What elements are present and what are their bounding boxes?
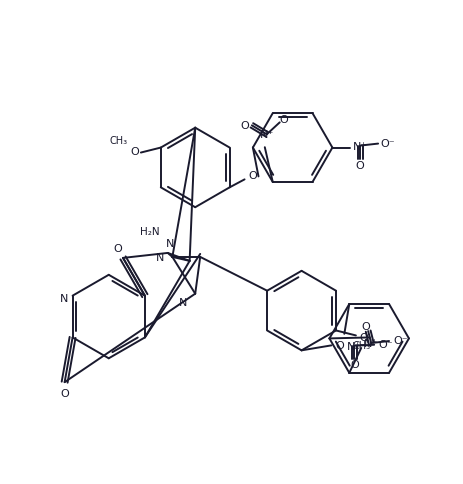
Text: O⁻: O⁻ [279,115,294,125]
Text: O: O [359,333,368,343]
Text: O: O [248,171,257,181]
Text: O⁻: O⁻ [380,138,394,148]
Text: O: O [60,388,69,398]
Text: O: O [240,121,249,131]
Text: O: O [130,146,139,156]
Text: O: O [355,161,364,171]
Text: N: N [165,239,174,248]
Text: N⁺: N⁺ [346,341,361,351]
Text: CH₃: CH₃ [351,341,369,350]
Text: O: O [113,243,122,254]
Text: O⁻: O⁻ [378,339,393,349]
Text: CH₃: CH₃ [110,136,128,145]
Text: H₂N: H₂N [140,227,159,237]
Text: O⁻: O⁻ [393,335,407,345]
Text: N⁺: N⁺ [363,338,377,348]
Text: O: O [349,359,358,369]
Text: O: O [361,321,370,332]
Text: N⁺: N⁺ [352,141,367,151]
Text: N⁺: N⁺ [259,130,273,140]
Text: N: N [59,293,68,303]
Text: O: O [334,341,343,350]
Text: N: N [156,252,164,262]
Text: N: N [179,297,187,307]
